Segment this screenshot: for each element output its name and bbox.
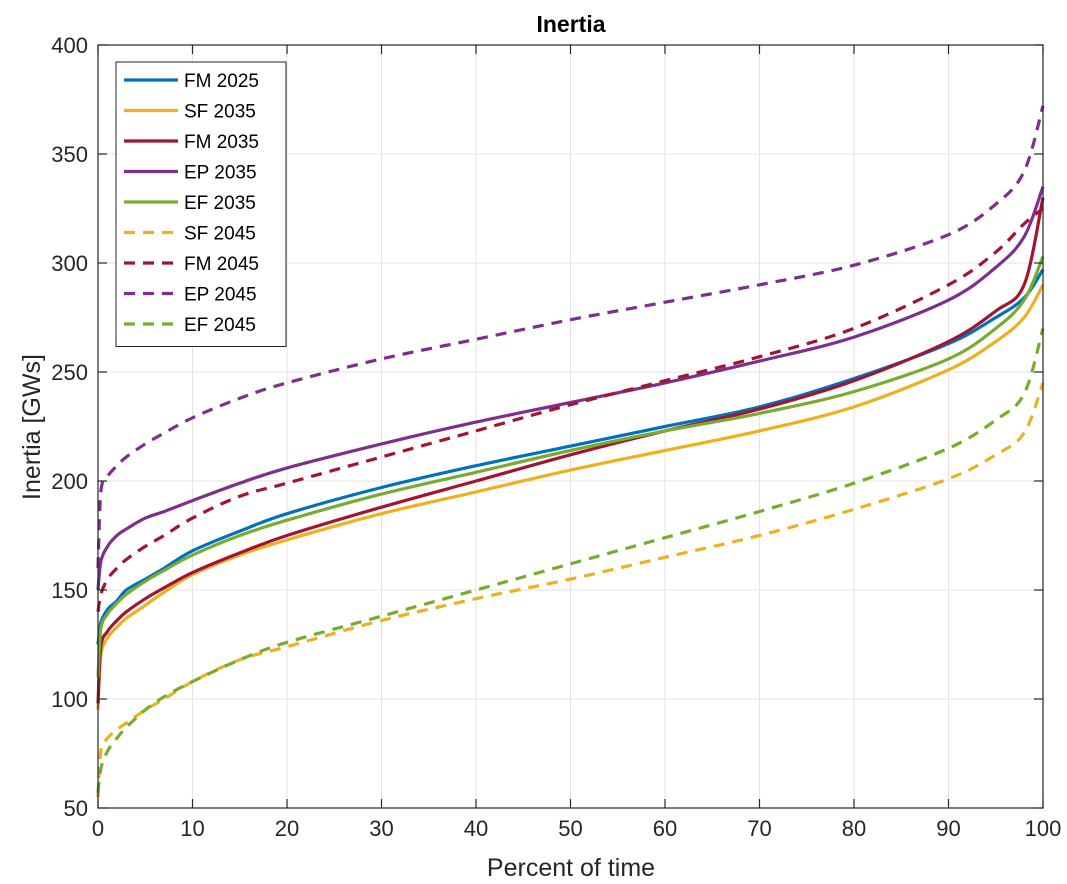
x-tick-label: 90 [936, 816, 960, 841]
y-tick-label: 250 [51, 360, 88, 385]
legend-entry: EF 2035 [184, 193, 256, 214]
x-tick-label: 100 [1025, 816, 1062, 841]
series-lines [96, 105, 1045, 798]
x-tick-label: 40 [464, 816, 488, 841]
y-tick-label: 100 [51, 687, 88, 712]
series-line-ep-2045 [96, 105, 1045, 569]
x-tick-label: 30 [369, 816, 393, 841]
legend-entry: FM 2045 [184, 254, 259, 275]
y-tick-label: 150 [51, 578, 88, 603]
chart-title: Inertia [536, 11, 605, 37]
axis-ticks [97, 44, 1044, 809]
legend: FM 2025 SF 2035 FM 2035 EP 2035 EF 2035 SF 20… [115, 61, 287, 347]
y-tick-label: 400 [51, 33, 88, 58]
x-tick-label: 20 [275, 816, 299, 841]
y-tick-label: 50 [64, 796, 88, 821]
legend-entry: EP 2035 [184, 163, 257, 184]
y-tick-label: 300 [51, 251, 88, 276]
series-line-ef-2035 [96, 255, 1045, 678]
series-line-fm-2035 [96, 197, 1045, 704]
tick-labels: 0 10 20 30 40 50 60 70 80 90 100 50 100 150 200 250 300 3… [51, 33, 1061, 841]
y-tick-label: 350 [51, 142, 88, 167]
legend-entry: FM 2035 [184, 132, 259, 153]
legend-entry: SF 2045 [184, 224, 256, 245]
series-line-sf-2035 [96, 283, 1045, 710]
legend-entry: SF 2035 [184, 102, 256, 123]
x-axis-label: Percent of time [487, 854, 655, 882]
x-tick-label: 60 [653, 816, 677, 841]
x-tick-label: 10 [180, 816, 204, 841]
series-line-sf-2045 [96, 382, 1045, 798]
legend-entry: EF 2045 [184, 315, 256, 336]
legend-entry: FM 2025 [184, 71, 259, 92]
y-axis-label: Inertia [GWs] [18, 354, 46, 500]
x-tick-label: 50 [558, 816, 582, 841]
x-tick-label: 80 [842, 816, 866, 841]
series-line-ef-2045 [96, 327, 1045, 793]
series-line-ep-2035 [96, 186, 1045, 591]
legend-entry: EP 2045 [184, 285, 257, 306]
y-tick-label: 200 [51, 469, 88, 494]
x-tick-label: 70 [747, 816, 771, 841]
x-tick-label: 0 [92, 816, 104, 841]
